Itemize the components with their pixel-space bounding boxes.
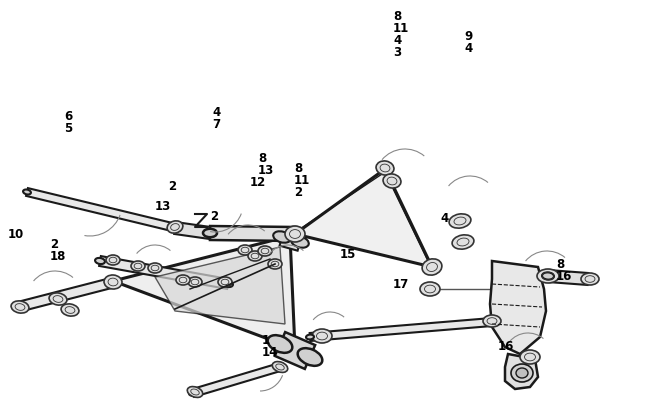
Ellipse shape bbox=[23, 190, 31, 195]
Ellipse shape bbox=[104, 275, 122, 289]
Polygon shape bbox=[275, 332, 315, 369]
Text: 9: 9 bbox=[464, 30, 473, 43]
Text: 2: 2 bbox=[168, 179, 176, 192]
Polygon shape bbox=[295, 170, 432, 267]
Text: 2: 2 bbox=[210, 209, 218, 222]
Ellipse shape bbox=[288, 230, 302, 239]
Text: 4: 4 bbox=[464, 42, 473, 55]
Text: 18: 18 bbox=[50, 249, 66, 262]
Polygon shape bbox=[280, 229, 302, 251]
Text: 8: 8 bbox=[393, 10, 401, 23]
Ellipse shape bbox=[168, 225, 176, 230]
Text: 13: 13 bbox=[258, 164, 274, 177]
Ellipse shape bbox=[131, 261, 145, 271]
Text: 6: 6 bbox=[64, 110, 72, 123]
Ellipse shape bbox=[238, 245, 252, 256]
Ellipse shape bbox=[422, 259, 442, 275]
Text: 8: 8 bbox=[556, 257, 564, 270]
Text: 15: 15 bbox=[340, 247, 356, 260]
Ellipse shape bbox=[483, 315, 501, 327]
Ellipse shape bbox=[268, 335, 293, 353]
Ellipse shape bbox=[110, 279, 120, 286]
Text: 13: 13 bbox=[155, 200, 171, 213]
Ellipse shape bbox=[204, 230, 216, 237]
Polygon shape bbox=[99, 256, 229, 289]
Polygon shape bbox=[113, 237, 295, 349]
Ellipse shape bbox=[223, 281, 233, 288]
Ellipse shape bbox=[187, 387, 203, 397]
Text: 17: 17 bbox=[393, 277, 410, 290]
Polygon shape bbox=[174, 222, 211, 239]
Ellipse shape bbox=[376, 162, 394, 176]
Ellipse shape bbox=[520, 350, 540, 364]
Text: 12: 12 bbox=[250, 175, 266, 189]
Ellipse shape bbox=[258, 246, 272, 256]
Ellipse shape bbox=[272, 362, 288, 373]
Ellipse shape bbox=[49, 293, 67, 305]
Ellipse shape bbox=[312, 329, 332, 343]
Ellipse shape bbox=[542, 273, 554, 280]
Text: 3: 3 bbox=[393, 46, 401, 59]
Ellipse shape bbox=[298, 348, 322, 366]
Ellipse shape bbox=[95, 258, 105, 264]
Polygon shape bbox=[192, 363, 281, 397]
Text: 8: 8 bbox=[258, 151, 266, 164]
Ellipse shape bbox=[61, 304, 79, 316]
Polygon shape bbox=[17, 277, 116, 312]
Ellipse shape bbox=[449, 214, 471, 228]
Polygon shape bbox=[490, 261, 546, 354]
Ellipse shape bbox=[581, 273, 599, 285]
Ellipse shape bbox=[285, 226, 305, 243]
Text: 10: 10 bbox=[8, 228, 24, 241]
Polygon shape bbox=[547, 271, 588, 285]
Ellipse shape bbox=[268, 259, 282, 269]
Ellipse shape bbox=[511, 364, 533, 382]
Text: 11: 11 bbox=[393, 22, 410, 35]
Polygon shape bbox=[26, 189, 173, 231]
Ellipse shape bbox=[537, 269, 559, 283]
Ellipse shape bbox=[516, 368, 528, 378]
Ellipse shape bbox=[203, 229, 217, 238]
Ellipse shape bbox=[582, 276, 594, 283]
Text: 4: 4 bbox=[393, 34, 401, 47]
Text: 2: 2 bbox=[294, 185, 302, 198]
Ellipse shape bbox=[148, 263, 162, 273]
Text: 7: 7 bbox=[212, 118, 220, 131]
Text: 4: 4 bbox=[212, 106, 220, 119]
Ellipse shape bbox=[189, 390, 197, 396]
Polygon shape bbox=[505, 354, 538, 389]
Ellipse shape bbox=[291, 237, 309, 248]
Text: 11: 11 bbox=[294, 174, 310, 187]
Ellipse shape bbox=[11, 301, 29, 313]
Text: 8: 8 bbox=[294, 162, 302, 175]
Polygon shape bbox=[210, 226, 295, 241]
Ellipse shape bbox=[176, 275, 190, 285]
Text: 1: 1 bbox=[262, 333, 270, 346]
Ellipse shape bbox=[420, 282, 440, 296]
Ellipse shape bbox=[167, 221, 183, 234]
Ellipse shape bbox=[248, 252, 262, 261]
Ellipse shape bbox=[383, 175, 401, 189]
Text: 2: 2 bbox=[50, 237, 58, 250]
Polygon shape bbox=[155, 247, 285, 324]
Ellipse shape bbox=[452, 235, 474, 249]
Ellipse shape bbox=[106, 256, 120, 265]
Ellipse shape bbox=[276, 364, 284, 370]
Ellipse shape bbox=[169, 225, 181, 232]
Ellipse shape bbox=[488, 320, 496, 325]
Ellipse shape bbox=[273, 232, 291, 243]
Text: 5: 5 bbox=[64, 122, 72, 135]
Ellipse shape bbox=[306, 335, 314, 339]
Text: 4: 4 bbox=[440, 211, 448, 224]
Text: 16: 16 bbox=[556, 269, 573, 282]
Ellipse shape bbox=[188, 277, 202, 287]
Polygon shape bbox=[309, 318, 492, 341]
Ellipse shape bbox=[218, 277, 232, 287]
Ellipse shape bbox=[13, 304, 23, 310]
Text: 16: 16 bbox=[498, 339, 514, 352]
Text: 14: 14 bbox=[262, 345, 278, 358]
